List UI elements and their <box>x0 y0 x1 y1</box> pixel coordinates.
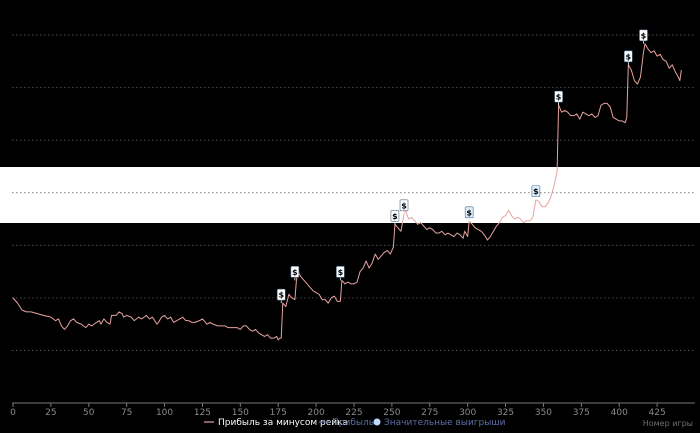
grid-lines <box>12 34 695 351</box>
legend-swatch-big-wins <box>373 418 381 426</box>
big-win-marker-box <box>639 29 648 42</box>
x-axis-ticks: 0 25 50 75 100 125 150 175 200 225 250 275 300 325 350… <box>10 403 666 418</box>
series-lines <box>12 43 682 341</box>
big-win-marker-box <box>290 266 300 278</box>
big-win-marker-label: $ <box>338 268 344 277</box>
x-tick-label-250: 250 <box>383 408 400 418</box>
big-win-marker-5[interactable]: $ <box>464 206 474 221</box>
big-win-marker-box <box>276 288 286 301</box>
big-win-marker-label: $ <box>278 291 284 300</box>
x-tick-label-200: 200 <box>308 408 325 418</box>
x-tick-label-275: 275 <box>421 408 438 418</box>
x-tick-label-375: 375 <box>573 408 590 418</box>
highlight-band <box>0 167 700 223</box>
big-win-marker-label: $ <box>556 93 562 102</box>
x-tick-label-75: 75 <box>121 408 132 418</box>
x-tick-label-175: 175 <box>270 408 287 418</box>
big-win-marker-2[interactable]: $ <box>336 266 345 281</box>
x-tick-label-425: 425 <box>649 408 666 418</box>
x-tick-label-25: 25 <box>45 408 56 418</box>
legend-item-profit[interactable]: Прибыль <box>319 418 374 428</box>
x-tick-label-225: 225 <box>345 408 362 418</box>
big-win-marker-box <box>399 199 409 212</box>
x-axis-title: Номер игры <box>643 419 693 428</box>
legend-label-rake: Прибыль за минусом рейка <box>218 418 348 428</box>
x-tick-label-350: 350 <box>535 408 552 418</box>
big-win-marker-0[interactable]: $ <box>276 288 286 304</box>
legend-label-profit: Прибыль <box>332 418 374 428</box>
legend-item-big-wins[interactable]: Значительные выигрыши <box>373 418 506 428</box>
x-tick-label-150: 150 <box>232 408 249 418</box>
big-win-marker-box <box>531 185 541 198</box>
legend-item-rake[interactable]: Прибыль за минусом рейка <box>204 418 348 428</box>
x-tick-label-0: 0 <box>10 408 16 418</box>
big-win-marker-box <box>554 90 563 103</box>
big-win-marker-label: $ <box>292 268 298 277</box>
big-win-marker-label: $ <box>466 208 472 217</box>
big-win-marker-3[interactable]: $ <box>390 209 400 225</box>
legend: Прибыль за минусом рейка Прибыль Значите… <box>204 418 506 428</box>
big-win-marker-8[interactable]: $ <box>624 50 633 65</box>
x-tick-label-125: 125 <box>194 408 211 418</box>
x-tick-label-325: 325 <box>497 408 514 418</box>
big-win-marker-6[interactable]: $ <box>531 185 541 200</box>
big-win-marker-label: $ <box>626 52 632 61</box>
x-tick-label-50: 50 <box>83 408 95 418</box>
big-win-marker-box <box>464 206 474 219</box>
big-win-marker-4[interactable]: $ <box>399 199 409 214</box>
big-win-marker-box <box>336 266 345 278</box>
big-win-marker-1[interactable]: $ <box>290 266 300 281</box>
big-win-marker-label: $ <box>533 187 539 196</box>
big-win-marker-9[interactable]: $ <box>639 29 648 44</box>
series-line-0 <box>12 43 682 341</box>
big-win-marker-box <box>390 209 400 222</box>
big-win-marker-box <box>624 50 633 63</box>
big-win-marker-label: $ <box>392 212 398 221</box>
x-tick-label-100: 100 <box>156 408 173 418</box>
big-win-marker-7[interactable]: $ <box>554 90 563 106</box>
legend-label-big-wins: Значительные выигрыши <box>384 418 506 428</box>
big-win-markers: $$ $$$$$$$$ <box>276 29 648 304</box>
big-win-marker-label: $ <box>401 201 407 210</box>
x-tick-label-400: 400 <box>611 408 628 418</box>
big-win-marker-label: $ <box>641 31 647 40</box>
x-tick-label-300: 300 <box>459 408 476 418</box>
